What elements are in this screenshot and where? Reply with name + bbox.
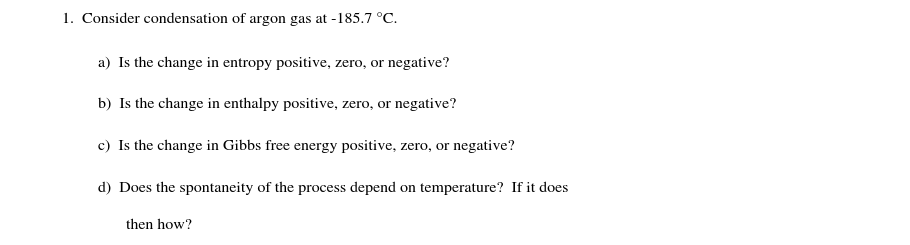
- Text: c)  Is the change in Gibbs free energy positive, zero, or negative?: c) Is the change in Gibbs free energy po…: [98, 140, 515, 153]
- Text: d)  Does the spontaneity of the process depend on temperature?  If it does: d) Does the spontaneity of the process d…: [98, 181, 569, 195]
- Text: then how?: then how?: [126, 218, 191, 232]
- Text: 1.  Consider condensation of argon gas at -185.7 °C.: 1. Consider condensation of argon gas at…: [62, 12, 398, 26]
- Text: a)  Is the change in entropy positive, zero, or negative?: a) Is the change in entropy positive, ze…: [98, 56, 450, 70]
- Text: b)  Is the change in enthalpy positive, zero, or negative?: b) Is the change in enthalpy positive, z…: [98, 98, 457, 111]
